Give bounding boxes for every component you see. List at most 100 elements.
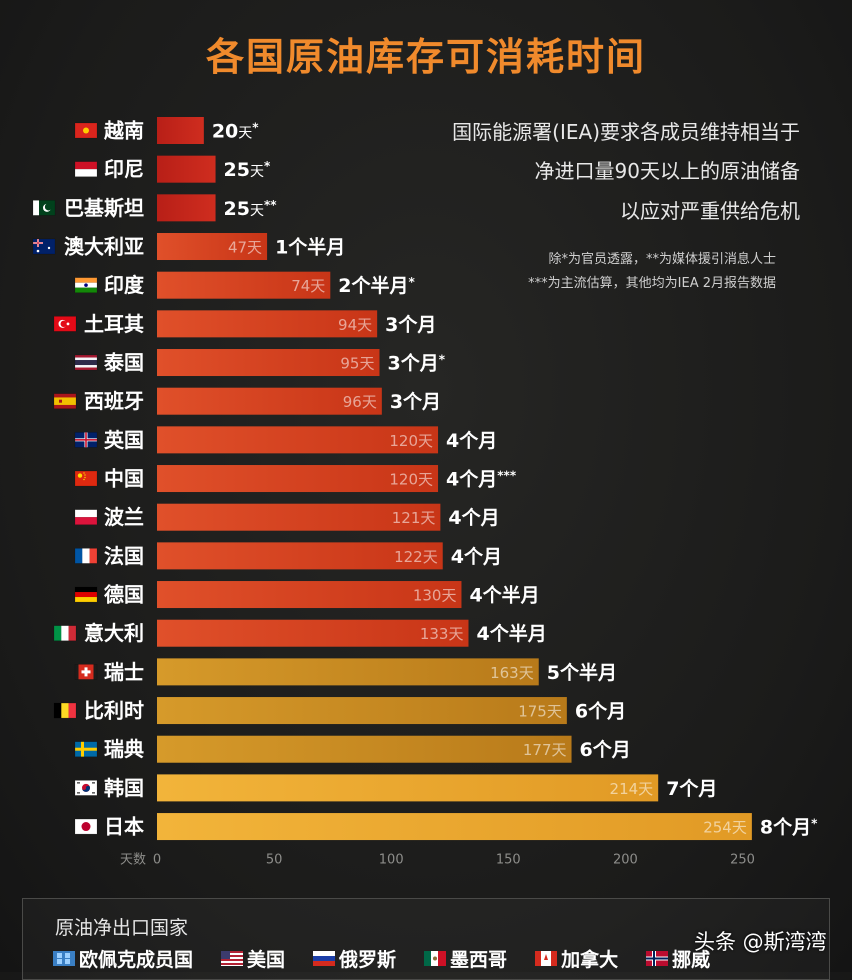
bar-value-kr: 214天 (610, 780, 654, 798)
bar-value-tr: 94天 (338, 316, 372, 334)
bar-duration-th: 3个月* (387, 353, 445, 375)
ch-flag-icon (74, 664, 98, 680)
note-line-2: 净进口量90天以上的原油储备 (534, 159, 800, 183)
bar-duration-au: 1个半月 (275, 236, 345, 259)
opec-icon (53, 951, 75, 966)
bar-id (157, 155, 216, 183)
note-line-3: 以应对严重供给危机 (620, 199, 800, 223)
x-tick-100: 100 (379, 853, 404, 868)
pk-flag-icon (32, 200, 56, 216)
country-label-au: 澳大利亚 (64, 235, 144, 259)
bar-value-se: 177天 (523, 741, 567, 759)
bar-value-es: 96天 (343, 393, 377, 411)
footnote-2: ***为主流估算，其他均为IEA 2月报告数据 (528, 276, 776, 291)
bar-gb (157, 426, 439, 454)
bar-ch (157, 658, 539, 686)
bar-duration-in: 2个半月* (338, 274, 415, 297)
x-tick-50: 50 (266, 853, 283, 868)
bar-duration-fr: 4个月 (451, 546, 502, 568)
country-label-pl: 波兰 (104, 505, 144, 529)
x-tick-0: 0 (153, 853, 161, 868)
bar-pl (157, 503, 441, 531)
bar-se (157, 735, 572, 763)
legend-item-mx: 墨西哥 (424, 945, 507, 972)
legend-item-opec: 欧佩克成员国 (53, 945, 193, 972)
bar-in (157, 271, 331, 299)
bar-vn (157, 117, 204, 144)
legend-item-us: 美国 (221, 945, 285, 972)
legend-label-ru: 俄罗斯 (339, 949, 397, 971)
mx-flag-icon (424, 951, 447, 966)
country-label-gb: 英国 (104, 428, 144, 452)
vn-flag-icon (74, 122, 98, 139)
ru-flag-icon (313, 951, 336, 966)
th-flag-icon (74, 354, 98, 371)
bar-duration-kr: 7个月 (666, 778, 717, 800)
bar-value-au: 47天 (228, 239, 262, 257)
fr-flag-icon (74, 548, 98, 564)
footnote-1: 除*为官员透露，**为媒体援引消息人士 (548, 252, 776, 267)
legend-label-mx: 墨西哥 (450, 949, 508, 971)
x-axis-label: 天数 (120, 853, 146, 868)
bar-it (157, 619, 469, 647)
bar-value-fr: 122天 (394, 548, 438, 566)
au-flag-icon (32, 238, 56, 255)
bar-fr (157, 542, 443, 570)
legend-box: 原油净出口国家 欧佩克成员国 美国 俄罗斯 墨西哥 (22, 898, 830, 980)
legend-items: 欧佩克成员国 美国 俄罗斯 墨西哥 加拿大 (53, 945, 710, 972)
country-label-vn: 越南 (103, 119, 144, 143)
legend-item-no: 挪威 (646, 945, 710, 972)
country-label-cn: 中国 (104, 467, 144, 491)
bar-value-in: 74天 (291, 277, 325, 295)
bar-duration-gb: 4个月 (446, 430, 497, 452)
bar-value-it: 133天 (420, 625, 464, 643)
bar-value-pl: 121天 (392, 509, 436, 527)
legend-item-ru: 俄罗斯 (313, 945, 396, 972)
ca-flag-icon (535, 951, 558, 966)
kr-flag-icon (74, 780, 98, 796)
country-label-kr: 韩国 (104, 776, 144, 800)
bar-pk (157, 194, 216, 222)
country-label-ch: 瑞士 (104, 660, 144, 684)
country-label-th: 泰国 (103, 351, 144, 375)
legend-title: 原油净出口国家 (55, 917, 189, 939)
legend-item-ca: 加拿大 (535, 945, 618, 972)
bar-cn (157, 465, 439, 493)
bar-jp (157, 813, 752, 841)
bar-duration-vn: 20天* (212, 121, 259, 143)
bar-de (157, 581, 462, 609)
bar-duration-se: 6个月 (580, 739, 631, 761)
country-label-tr: 土耳其 (84, 312, 144, 336)
country-label-de: 德国 (104, 583, 144, 607)
jp-flag-icon (74, 818, 98, 835)
legend-label-opec: 欧佩克成员国 (79, 949, 194, 971)
bar-value-th: 95天 (340, 355, 374, 373)
bar-duration-id: 25天* (224, 159, 271, 181)
note-line-1: 国际能源署(IEA)要求各成员维持相当于 (452, 120, 800, 144)
bar-th (157, 349, 380, 377)
be-flag-icon (53, 702, 77, 719)
x-tick-150: 150 (496, 853, 521, 868)
bar-value-de: 130天 (413, 587, 457, 605)
bar-duration-jp: 8个月* (760, 817, 818, 839)
country-label-se: 瑞典 (104, 737, 144, 761)
no-flag-icon (646, 951, 669, 966)
legend-label-no: 挪威 (672, 949, 711, 971)
legend-label-us: 美国 (247, 949, 286, 971)
country-label-es: 西班牙 (84, 389, 144, 413)
bar-be (157, 697, 567, 725)
bar-duration-be: 6个月 (575, 701, 626, 723)
x-tick-200: 200 (613, 853, 638, 868)
bar-duration-pl: 4个月 (448, 507, 499, 529)
se-flag-icon (74, 741, 98, 758)
pl-flag-icon (74, 509, 98, 526)
country-label-in: 印度 (104, 273, 145, 297)
bar-kr (157, 774, 659, 802)
country-label-jp: 日本 (104, 815, 144, 839)
id-flag-icon (74, 161, 98, 177)
bar-es (157, 387, 382, 415)
country-label-be: 比利时 (84, 699, 144, 723)
us-flag-icon (221, 951, 244, 966)
legend-label-ca: 加拿大 (561, 949, 619, 971)
